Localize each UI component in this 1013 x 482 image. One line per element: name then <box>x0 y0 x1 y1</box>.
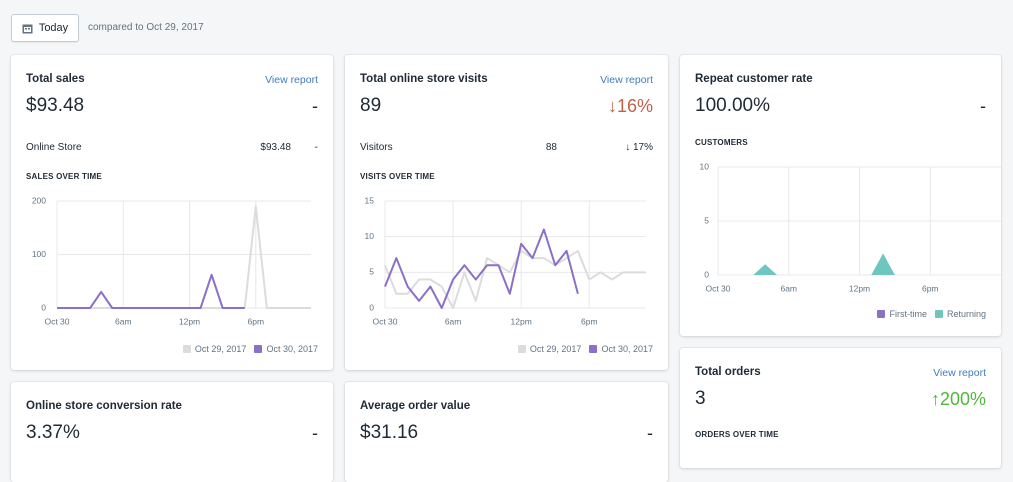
x-tick-label: 6am <box>115 316 132 326</box>
card-title: Total sales <box>26 73 85 85</box>
card-value: 3.37% <box>26 422 80 443</box>
chart-title: SALES OVER TIME <box>26 172 102 181</box>
legend-swatch <box>182 345 191 353</box>
legend-label: Oct 29, 2017 <box>529 344 582 354</box>
y-tick-label: 10 <box>365 231 375 241</box>
compared-text: compared to Oct 29, 2017 <box>88 22 204 33</box>
x-tick-label: 6pm <box>922 283 939 293</box>
y-tick-label: 0 <box>369 302 374 312</box>
x-tick-label: 12pm <box>179 316 200 326</box>
line <box>57 273 245 309</box>
card: Total online store visits View report 89… <box>345 55 668 370</box>
legend-swatch <box>254 345 263 353</box>
card-change: ↑200% <box>930 389 986 409</box>
breakdown-value: $93.48 <box>260 142 291 153</box>
x-tick-label: 6am <box>445 316 462 326</box>
chart-title: CUSTOMERS <box>695 138 748 147</box>
card-change: - <box>312 96 318 116</box>
card-title: Online store conversion rate <box>26 400 182 412</box>
legend-item: Oct 29, 2017 <box>182 344 247 354</box>
x-tick-label: Oct 30 <box>372 316 397 326</box>
legend-swatch <box>934 310 943 318</box>
breakdown-change: ↓ 17% <box>625 142 653 153</box>
card-value: 3 <box>695 388 706 409</box>
card-title: Average order value <box>360 400 471 412</box>
x-tick-label: Oct 30 <box>44 316 69 326</box>
card-value: $31.16 <box>360 422 419 443</box>
view-report[interactable]: View report <box>600 74 653 86</box>
page: Today compared to Oct 29, 2017 Total sal… <box>11 14 1001 482</box>
x-tick-label: 6pm <box>581 316 598 326</box>
card-change: - <box>647 423 653 443</box>
line <box>57 205 311 309</box>
today-button[interactable]: Today <box>11 14 79 42</box>
legend-item: First-time <box>877 309 927 319</box>
card-value: $93.48 <box>26 95 85 116</box>
legend-swatch <box>877 310 886 318</box>
breakdown-label: Visitors <box>360 142 393 153</box>
button-label: Today <box>38 22 69 34</box>
legend-label: Oct 30, 2017 <box>266 344 318 354</box>
card-title: Total orders <box>695 366 761 378</box>
legend-item: Oct 30, 2017 <box>589 344 653 354</box>
breakdown-label: Online Store <box>26 142 82 153</box>
chart: 0 100 200 Oct 30 6am 12pm 6pm <box>32 195 311 326</box>
y-tick-label: 5 <box>369 267 374 277</box>
card-title: Repeat customer rate <box>695 73 813 85</box>
card: Total orders View report 3 ↑200% ORDERS … <box>680 348 1001 468</box>
view-report[interactable]: View report <box>933 367 986 379</box>
legend-label: First-time <box>889 309 927 319</box>
calendar-icon <box>22 24 33 33</box>
legend-item: Returning <box>934 309 986 319</box>
line <box>384 228 579 309</box>
y-tick-label: 0 <box>704 269 709 279</box>
card: Online store conversion rate 3.37% - <box>11 382 333 482</box>
card-title: Total online store visits <box>360 73 488 85</box>
view-report[interactable]: View report <box>265 74 318 86</box>
legend: First-time Returning <box>877 309 986 319</box>
legend-swatch <box>517 345 526 353</box>
chart: 0 5 10 15 Oct 30 6am 12pm 6pm <box>365 195 646 326</box>
card-change: ↓16% <box>607 96 653 116</box>
card: Average order value $31.16 - <box>345 382 668 482</box>
legend-swatch <box>589 345 598 353</box>
x-tick-label: Oct 30 <box>705 283 730 293</box>
legend-item: Oct 30, 2017 <box>254 344 318 354</box>
legend: Oct 29, 2017 Oct 30, 2017 <box>517 344 653 354</box>
legend-label: Oct 29, 2017 <box>194 344 247 354</box>
chart-title: ORDERS OVER TIME <box>695 430 779 439</box>
y-tick-label: 10 <box>700 161 710 171</box>
line <box>384 249 646 309</box>
y-tick-label: 100 <box>32 249 46 259</box>
y-tick-label: 0 <box>41 302 46 312</box>
area <box>718 253 990 275</box>
chart-title: VISITS OVER TIME <box>360 172 435 181</box>
legend: Oct 29, 2017 Oct 30, 2017 <box>182 344 318 354</box>
card-value: 100.00% <box>695 95 771 116</box>
card-value: 89 <box>360 95 382 116</box>
legend-label: Returning <box>946 309 986 319</box>
y-tick-label: 15 <box>365 195 375 205</box>
card: Repeat customer rate 100.00% - CUSTOMERS… <box>680 55 1001 336</box>
y-tick-label: 5 <box>704 215 709 225</box>
card-change: - <box>980 96 986 116</box>
y-tick-label: 200 <box>32 195 46 205</box>
legend-item: Oct 29, 2017 <box>517 344 582 354</box>
x-tick-label: 6pm <box>248 316 265 326</box>
x-tick-label: 12pm <box>849 283 870 293</box>
x-tick-label: 12pm <box>511 316 532 326</box>
breakdown-change: - <box>314 142 318 153</box>
legend-label: Oct 30, 2017 <box>601 344 653 354</box>
x-tick-label: 6am <box>780 283 797 293</box>
card-change: - <box>312 423 318 443</box>
breakdown-value: 88 <box>545 142 557 153</box>
chart: 0 5 10 Oct 30 6am 12pm 6pm <box>700 161 1001 293</box>
card: Total sales View report $93.48 - Online … <box>11 55 333 370</box>
